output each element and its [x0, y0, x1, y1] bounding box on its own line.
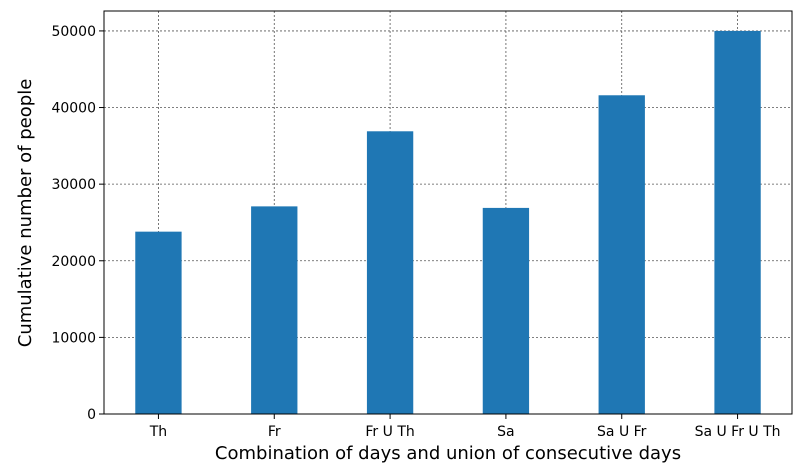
y-tick-label: 40000 [51, 101, 96, 117]
x-tick-label: Fr U Th [365, 424, 414, 440]
y-tick-label: 10000 [51, 330, 96, 346]
bar [366, 131, 414, 414]
y-tick-label: 0 [87, 407, 96, 423]
x-tick-label: Sa U Fr U Th [695, 424, 781, 440]
y-tick-label: 20000 [51, 254, 96, 270]
bar [598, 95, 645, 415]
x-tick-label: Fr [268, 424, 281, 440]
y-tick-label: 50000 [51, 24, 96, 40]
bar [482, 207, 530, 414]
bar [135, 231, 182, 414]
y-axis-label: Cumulative number of people [15, 79, 36, 348]
bar [714, 30, 761, 414]
x-axis-label: Combination of days and union of consecu… [215, 443, 681, 464]
x-tick-label: Sa U Fr [597, 424, 647, 440]
plot-frame [103, 10, 793, 415]
bar [251, 206, 298, 414]
y-tick-label: 30000 [51, 177, 96, 193]
x-tick-label: Th [149, 424, 167, 440]
x-tick-label: Sa [497, 424, 514, 440]
